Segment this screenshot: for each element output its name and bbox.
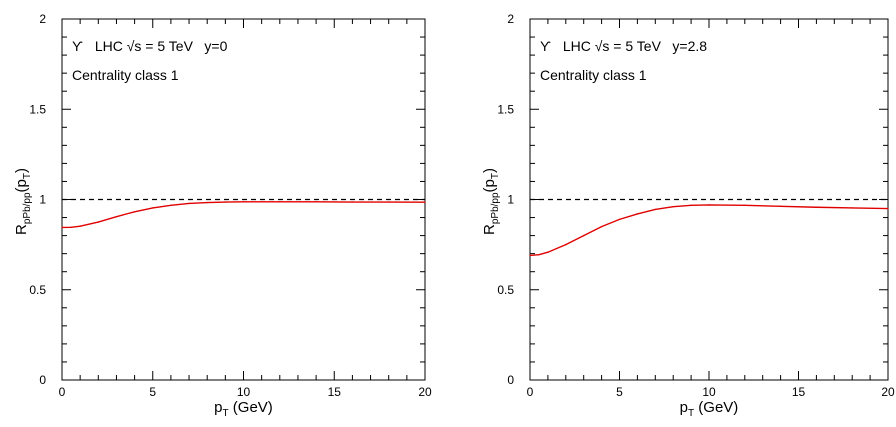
data-point	[388, 201, 390, 203]
data-point	[206, 201, 208, 204]
data-point	[97, 221, 100, 223]
x-tick-label: 20	[881, 385, 895, 399]
data-point	[170, 204, 172, 206]
y-tick-label: 0.5	[497, 283, 514, 297]
data-point	[636, 213, 639, 215]
series-line	[61, 201, 426, 229]
x-axis-title-main: p	[214, 399, 222, 416]
rapidity-label: y=2.8	[672, 38, 707, 54]
data-point	[815, 206, 818, 208]
y-axis-title-arg-sub: T	[490, 173, 501, 179]
y-tick-label: 2	[39, 12, 46, 26]
x-axis-title-sub: T	[223, 408, 229, 419]
data-point	[188, 202, 190, 205]
y-tick-label: 1.5	[29, 102, 46, 116]
annotation-line-1: ϒ LHC √s = 5 TeV y=0	[72, 38, 228, 54]
data-point	[708, 204, 710, 206]
data-point	[115, 215, 118, 218]
x-tick-label: 0	[527, 385, 534, 399]
experiment-label: LHC √s = 5 TeV	[95, 38, 194, 54]
data-point	[600, 225, 603, 228]
y-axis-title-main: R	[13, 224, 30, 235]
y-axis-title: RpPb/pp(pT)	[481, 168, 501, 235]
data-point	[61, 226, 63, 229]
chart-panel-1: 0 5 10 15 20 0 0.5 1 1.5 2 ϒ LHC √s = 5 TeV y=0 Centr…	[13, 12, 432, 419]
y-axis-title-arg-sub: T	[22, 173, 33, 179]
data-point	[529, 254, 531, 257]
x-tick-label: 15	[328, 385, 342, 399]
x-tick-label: 15	[792, 385, 806, 399]
y-tick-label: 1.5	[497, 102, 514, 116]
data-point	[351, 201, 354, 203]
data-point	[315, 201, 317, 203]
data-point	[242, 201, 245, 203]
x-axis-title-sub: T	[688, 408, 694, 419]
data-point	[618, 218, 621, 221]
series-line	[529, 204, 889, 257]
data-point	[887, 207, 889, 210]
data-point	[79, 225, 81, 227]
upsilon-symbol: ϒ	[540, 38, 551, 54]
upsilon-symbol: ϒ	[72, 38, 83, 54]
y-axis-title-arg: (p	[481, 179, 498, 192]
data-point	[654, 208, 656, 211]
y-axis-title-close: )	[13, 168, 30, 173]
rapidity-label: y=0	[204, 38, 227, 54]
y-tick-label: 0	[39, 373, 46, 387]
x-tick-label: 10	[702, 385, 716, 399]
y-tick-label: 0	[507, 373, 514, 387]
y-axis-title-sub: pPb/pp	[490, 192, 501, 224]
data-point	[279, 201, 281, 203]
data-point	[744, 204, 746, 206]
data-point	[538, 254, 540, 256]
data-point	[70, 226, 72, 228]
data-point	[424, 201, 426, 203]
data-point	[672, 206, 674, 208]
experiment-label: LHC √s = 5 TeV	[563, 38, 662, 54]
y-axis-title-main: R	[481, 224, 498, 235]
annotation-line-1: ϒ LHC √s = 5 TeV y=2.8	[540, 38, 707, 54]
data-point	[851, 207, 853, 209]
x-tick-label: 20	[418, 385, 432, 399]
y-axis-title-close: )	[481, 168, 498, 173]
x-axis-title-unit: (GeV)	[694, 399, 738, 416]
annotation-line-2: Centrality class 1	[72, 67, 179, 83]
data-point	[152, 207, 154, 209]
data-point	[133, 211, 136, 213]
x-axis-title-unit: (GeV)	[229, 399, 273, 416]
y-tick-label: 0.5	[29, 283, 46, 297]
y-tick-label: 1	[507, 193, 514, 207]
x-axis-title: pT (GeV)	[214, 399, 273, 419]
data-point	[583, 234, 585, 237]
y-axis-title: RpPb/pp(pT)	[13, 168, 33, 235]
x-axis-title-main: p	[680, 399, 688, 416]
data-point	[547, 251, 549, 253]
x-tick-label: 10	[237, 385, 251, 399]
y-tick-label: 2	[507, 12, 514, 26]
data-point	[565, 243, 567, 246]
data-point	[224, 201, 227, 203]
y-tick-label: 1	[39, 193, 46, 207]
annotation-line-2: Centrality class 1	[540, 67, 647, 83]
x-axis-title: pT (GeV)	[680, 399, 739, 419]
y-axis-title-sub: pPb/pp	[22, 192, 33, 224]
x-tick-label: 5	[616, 385, 623, 399]
x-tick-label: 5	[149, 385, 156, 399]
x-tick-label: 0	[59, 385, 66, 399]
data-point	[690, 204, 692, 206]
chart-panel-2: 0 5 10 15 20 0 0.5 1 1.5 2 ϒ LHC √s = 5 TeV y=2.8 Cen…	[481, 12, 895, 419]
y-axis-title-arg: (p	[13, 179, 30, 192]
data-point	[779, 205, 782, 208]
